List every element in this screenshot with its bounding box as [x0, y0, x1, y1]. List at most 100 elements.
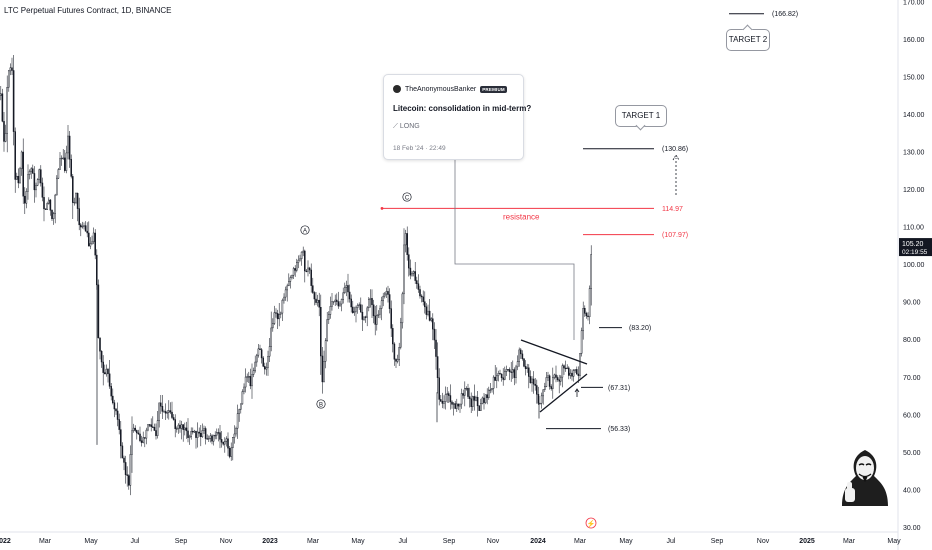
candle-body — [118, 419, 120, 430]
candle-body — [268, 346, 271, 357]
candle-body — [448, 393, 450, 396]
candle-body — [320, 307, 322, 357]
candle-body — [446, 393, 448, 395]
candle-body — [257, 348, 260, 356]
candle-body — [78, 208, 80, 226]
candle-body — [580, 330, 583, 354]
level-label: (130.86) — [662, 146, 688, 153]
candle-body — [460, 393, 463, 405]
candle-body — [256, 354, 258, 363]
candle-body — [24, 195, 26, 204]
y-tick-label: 70.00 — [903, 375, 921, 382]
candle-body — [177, 424, 180, 429]
candle-body — [115, 408, 117, 412]
y-tick-label: 80.00 — [903, 337, 921, 344]
long-arrow-icon: ⟋ — [393, 123, 398, 130]
candle-body — [499, 373, 501, 375]
candle-body — [539, 403, 541, 405]
candle-body — [342, 292, 344, 300]
candle-body — [332, 301, 335, 303]
candle-body — [356, 305, 359, 308]
candle-body — [228, 447, 231, 457]
level-label: 114.97 — [662, 206, 683, 213]
candle-body — [396, 359, 399, 362]
x-tick-label: Jul — [667, 538, 676, 545]
candle-body — [190, 431, 192, 437]
candle-body — [80, 224, 82, 228]
candle-body — [294, 268, 296, 271]
candle-body — [412, 271, 415, 274]
candle-body — [524, 366, 527, 369]
candle-body — [171, 411, 173, 418]
candle-body — [299, 258, 301, 261]
candle-body — [435, 339, 437, 357]
candle-body — [331, 301, 333, 307]
candle-body — [129, 454, 132, 486]
candle-body — [192, 431, 194, 433]
candle-body — [313, 292, 316, 300]
candle-body — [168, 410, 170, 413]
candle-body — [577, 373, 580, 376]
candle-body — [344, 286, 346, 293]
idea-card[interactable]: TheAnonymousBanker PREMIUM Litecoin: con… — [383, 74, 531, 160]
idea-title[interactable]: Litecoin: consolidation in mid-term? — [393, 104, 532, 113]
candle-body — [43, 197, 45, 210]
candle-body — [436, 356, 439, 379]
candle-body — [561, 365, 564, 378]
y-tick-label: 50.00 — [903, 450, 921, 457]
candle-body — [49, 199, 52, 211]
candle-body — [222, 442, 224, 445]
candle-body — [428, 310, 431, 321]
candle-body — [456, 403, 458, 409]
candle-body — [134, 427, 136, 431]
candle-body — [244, 376, 247, 388]
candle-body — [9, 67, 12, 72]
candle-body — [419, 289, 421, 297]
candle-body — [515, 366, 517, 378]
target1-label: TARGET 1 — [621, 111, 661, 120]
candle-body — [145, 429, 148, 439]
wave-label-c: C — [405, 195, 410, 201]
candle-body — [569, 372, 572, 376]
resistance-marker — [380, 206, 384, 210]
candle-body — [371, 298, 373, 306]
candle-body — [144, 437, 146, 439]
candle-body — [264, 366, 266, 370]
x-tick-label: Mar — [843, 538, 856, 545]
candle-body — [518, 349, 520, 362]
candle-body — [275, 312, 277, 314]
candle-body — [424, 301, 426, 308]
candle-body — [8, 70, 10, 88]
candle-body — [70, 159, 72, 177]
candle-body — [75, 193, 77, 203]
candle-body — [308, 267, 311, 271]
triangle-lower-line — [539, 373, 588, 413]
candle-body — [321, 355, 324, 383]
candle-body — [574, 369, 576, 371]
candle-body — [310, 269, 312, 286]
candle-body — [212, 434, 215, 442]
x-tick-label: Jul — [399, 538, 408, 545]
level-label: (67.31) — [608, 385, 630, 392]
candle-body — [91, 241, 93, 244]
candle-body — [200, 433, 202, 438]
author-name[interactable]: TheAnonymousBanker — [405, 85, 477, 93]
candle-body — [246, 376, 248, 378]
candle-body — [528, 367, 530, 377]
candle-body — [288, 281, 290, 287]
candle-body — [508, 369, 511, 373]
candle-body — [276, 313, 279, 320]
candle-body — [182, 424, 184, 430]
candle-body — [272, 323, 274, 329]
candle-body — [393, 343, 396, 360]
candle-body — [481, 397, 484, 405]
candle-body — [161, 406, 164, 412]
candle-body — [585, 313, 588, 317]
candle-body — [11, 67, 13, 71]
candle-body — [56, 177, 58, 196]
candle-body — [540, 395, 543, 404]
candle-body — [473, 396, 476, 401]
candle-body — [300, 251, 303, 260]
candle-body — [390, 308, 392, 329]
